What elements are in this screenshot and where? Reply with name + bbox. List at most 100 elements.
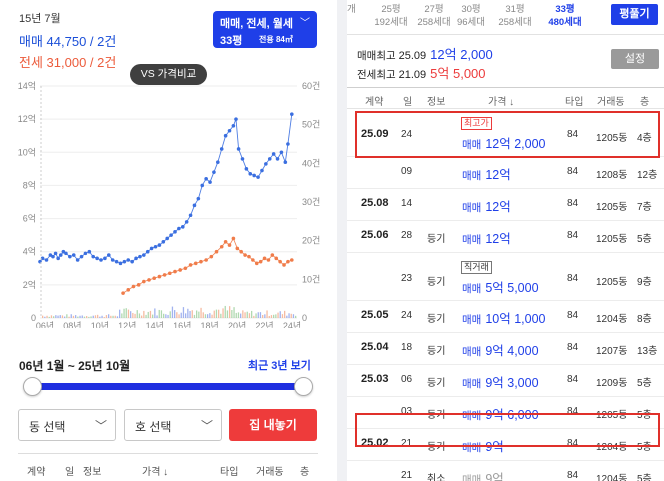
row-area: 84 (567, 406, 579, 417)
jeonse-max-price: 5억 5,000 (430, 66, 486, 81)
volume-bar (193, 314, 196, 318)
dong-select[interactable]: 동 선택 ﹀ (18, 409, 116, 441)
jeonse-point (286, 259, 290, 264)
table-row[interactable]: 09 매매 12억 84 1208동 12층 (347, 157, 664, 189)
slider-end-handle[interactable] (294, 377, 313, 396)
row-info: 등기 (427, 314, 446, 325)
row-area: 84 (567, 310, 579, 321)
x-tick: 12년 (118, 321, 136, 328)
trade-price-line (39, 114, 293, 264)
slider-start-handle[interactable] (23, 377, 42, 396)
date-range-slider[interactable] (32, 383, 304, 390)
settings-button[interactable]: 설정 (611, 49, 659, 69)
volume-bar (295, 315, 297, 318)
row-price-value: 9억 (485, 440, 504, 454)
y-left-tick: 10억 (18, 146, 36, 157)
trade-point (153, 244, 158, 249)
jeonse-max-date: 21.09 (398, 69, 427, 81)
col-type: 타입 (220, 467, 239, 478)
size-tab[interactable]: 31평 258세대 (493, 3, 537, 29)
volume-bar (86, 316, 88, 318)
trade-point (252, 173, 256, 178)
volume-bar (61, 315, 64, 318)
row-area: 84 (567, 230, 579, 241)
trade-point (142, 253, 146, 257)
list-house-button[interactable]: 집 내놓기 (229, 409, 317, 441)
trade-point (149, 246, 154, 251)
volume-bar (182, 307, 185, 318)
volume-bar (277, 312, 279, 318)
row-price-value: 12억 (485, 168, 511, 182)
ho-select-label: 호 선택 (135, 420, 172, 434)
volume-bar (202, 312, 204, 318)
row-price-value: 5억 5,000 (485, 281, 539, 295)
volume-bar (270, 315, 273, 318)
volume-bar (259, 312, 262, 318)
trade-point (196, 196, 201, 201)
row-day: 09 (401, 166, 413, 177)
row-floor: 5층 (637, 234, 652, 245)
trade-point (134, 256, 138, 261)
volume-bar (211, 314, 213, 318)
transaction-table-header: 계약 일 정보 가격 ↓ 타입 거래동 층 (347, 87, 664, 109)
volume-bar (92, 315, 94, 318)
jeonse-point (274, 256, 279, 261)
volume-bar (156, 315, 158, 318)
row-deal-type: 매매 (462, 139, 482, 151)
trade-point (231, 123, 236, 128)
trade-point (44, 258, 49, 262)
table-row[interactable]: 25.05 24 등기 매매 10억 1,000 84 1204동 8층 (347, 301, 664, 333)
volume-bar (121, 313, 123, 318)
table-row[interactable]: 25.08 14 매매 12억 84 1205동 7층 (347, 189, 664, 221)
volume-bar (44, 316, 46, 318)
size-tab[interactable]: 25평 192세대 (369, 3, 413, 29)
vs-compare-button[interactable]: VS 가격비교 (130, 64, 207, 85)
pyeong-toggle-button[interactable]: 평풀기 (611, 4, 658, 25)
col-dong: 거래동 (597, 97, 625, 108)
trade-point (40, 256, 45, 261)
y-left-tick: 0 (31, 313, 36, 323)
table-row[interactable]: 21 취소 매매 9억 84 1204동 5층 (347, 461, 664, 481)
row-deal-type: 매매 (462, 378, 482, 390)
col-info: 정보 (83, 467, 102, 478)
volume-bar (248, 313, 251, 318)
col-day: 일 (403, 97, 413, 108)
row-day: 21 (401, 470, 413, 481)
ho-select[interactable]: 호 선택 ﹀ (124, 409, 222, 441)
col-price[interactable]: 가격 ↓ (488, 97, 515, 108)
deal-type-filter[interactable]: 매매, 전세, 월세 ﹀ 33평 전용 84㎡ (213, 11, 317, 48)
size-tab[interactable]: 33평 480세대 (542, 3, 588, 29)
col-price[interactable]: 가격 ↓ (142, 467, 169, 478)
volume-bar (136, 310, 138, 318)
size-tab[interactable]: 27평 258세대 (412, 3, 456, 29)
volume-bar (235, 312, 237, 318)
recent-3-years-button[interactable]: 최근 3년 보기 (248, 360, 311, 372)
trade-point (204, 177, 208, 181)
size-tab[interactable]: 30평 96세대 (451, 3, 491, 29)
size-tab-units: 480세대 (548, 17, 582, 28)
x-tick: 22년 (255, 321, 273, 328)
volume-bar (158, 309, 160, 318)
trade-point (279, 150, 284, 155)
table-row[interactable]: 23 등기 직거래 매매 5억 5,000 84 1205동 9층 (347, 253, 664, 301)
table-row[interactable]: 25.06 28 등기 매매 12억 84 1205동 5층 (347, 221, 664, 253)
volume-bar (251, 310, 253, 318)
size-tab[interactable]: 개 (347, 3, 356, 16)
row-deal-type: 매매 (462, 170, 482, 182)
jeonse-point (204, 258, 208, 262)
row-day: 06 (401, 374, 413, 385)
x-tick: 20년 (228, 321, 246, 328)
area-label: 전용 84㎡ (259, 35, 293, 44)
row-info: 등기 (427, 378, 446, 389)
row-year-month: 25.06 (361, 229, 389, 241)
row-day: 28 (401, 230, 413, 241)
table-row[interactable]: 25.03 06 등기 매매 9억 3,000 84 1209동 5층 (347, 365, 664, 397)
volume-bar (222, 308, 224, 318)
row-year-month: 25.09 (361, 128, 389, 140)
trade-max-label: 매매최고 (357, 50, 396, 62)
trade-point (236, 147, 241, 151)
trade-point (173, 230, 177, 234)
table-row[interactable]: 25.04 18 등기 매매 9억 4,000 84 1207동 13층 (347, 333, 664, 365)
row-floor: 12층 (637, 170, 658, 181)
row-dong: 1205동 (596, 234, 628, 245)
